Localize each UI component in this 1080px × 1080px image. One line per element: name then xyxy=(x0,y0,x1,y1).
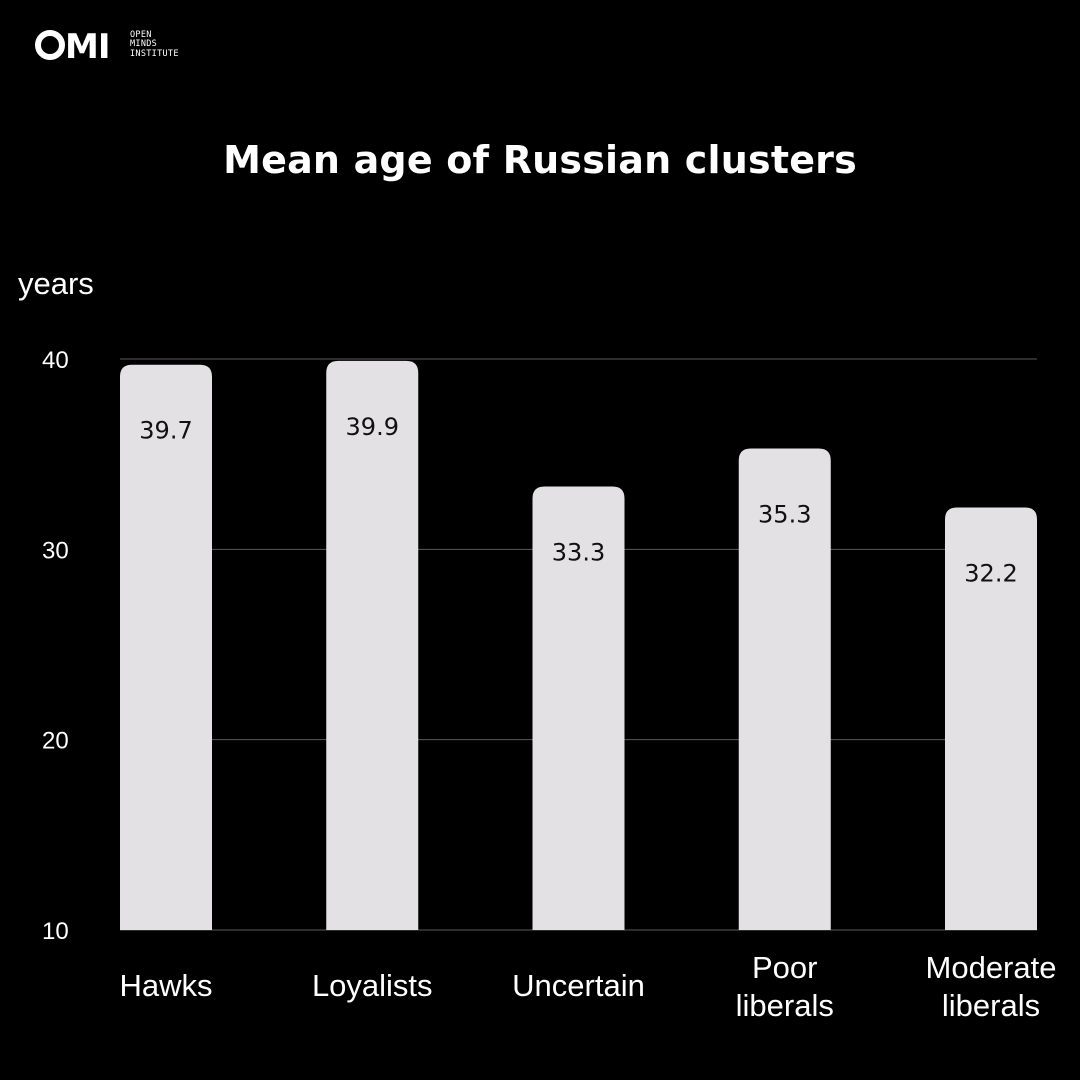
bar xyxy=(120,364,212,931)
bar xyxy=(945,507,1037,930)
category-label: Loyalists xyxy=(312,968,433,1003)
bar-value-label: 39.7 xyxy=(139,417,192,445)
omi-logo: MI OPEN MINDS INSTITUTE xyxy=(34,28,179,62)
y-tick-label: 30 xyxy=(42,537,69,564)
bar-value-label: 33.3 xyxy=(552,539,605,567)
bar-value-label: 39.9 xyxy=(346,413,399,441)
category-label: Uncertain xyxy=(512,968,645,1003)
category-label: liberals xyxy=(942,988,1040,1023)
logo-wordmark: OPEN MINDS INSTITUTE xyxy=(130,29,179,60)
category-label: Hawks xyxy=(119,968,212,1003)
y-tick-label: 20 xyxy=(42,728,69,755)
y-tick-label: 10 xyxy=(42,918,69,945)
chart-title: Mean age of Russian clusters xyxy=(223,138,857,182)
bar xyxy=(738,448,831,930)
y-tick-label: 40 xyxy=(42,347,69,374)
logo-line-open: OPEN xyxy=(130,29,152,40)
y-axis-label: years xyxy=(18,266,94,301)
category-label: liberals xyxy=(736,988,834,1023)
omi-logo-mark: MI xyxy=(35,28,110,62)
category-label: Poor xyxy=(752,950,817,985)
bar-value-label: 32.2 xyxy=(964,559,1017,587)
bar xyxy=(326,360,419,930)
bar xyxy=(532,486,625,930)
logo-line-minds: MINDS xyxy=(130,39,158,50)
logo-line-institute: INSTITUTE xyxy=(130,48,179,59)
bar-value-label: 35.3 xyxy=(758,500,811,528)
svg-text:MI: MI xyxy=(65,28,109,62)
category-label: Moderate xyxy=(926,950,1057,985)
